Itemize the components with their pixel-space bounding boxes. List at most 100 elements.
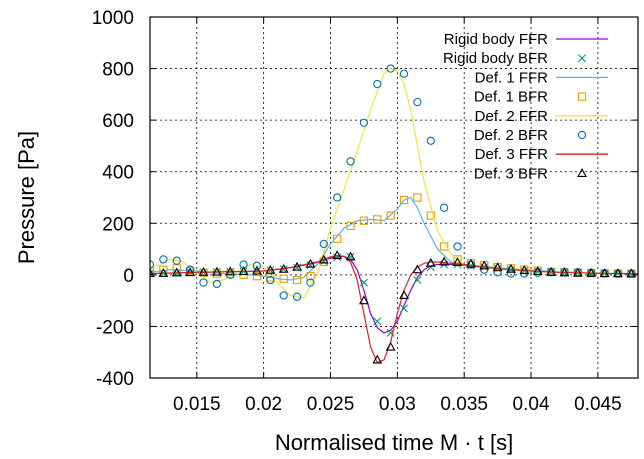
def-3-bfr-point (332, 250, 343, 260)
legend-label: Def. 1 BFR (474, 89, 548, 106)
x-tick-label: 0.015 (173, 394, 221, 415)
def-3-bfr-point (225, 266, 236, 276)
def-3-bfr-point (425, 257, 436, 267)
def-3-bfr-point (252, 265, 262, 275)
def-1-bfr-point (266, 273, 275, 282)
rigid-body-bfr-point (426, 263, 435, 272)
def-2-bfr-point (306, 278, 315, 287)
y-tick-label: 400 (102, 163, 134, 184)
def-1-bfr-point (399, 195, 409, 205)
x-axis-label: Normalised time M · t [s] (275, 430, 513, 455)
def-3-bfr-point (372, 354, 383, 364)
def-2-bfr-point (185, 265, 195, 274)
def-2-bfr-point (292, 292, 302, 301)
y-tick-label: 0 (123, 266, 134, 287)
def-3-bfr-point (211, 266, 222, 276)
def-1-bfr-point (386, 211, 395, 220)
legend-label: Def. 3 BFR (474, 165, 548, 182)
def-3-bfr-point (292, 261, 303, 271)
def-3-bfr-point (399, 290, 409, 300)
def-3-bfr-point (559, 267, 570, 277)
axis-ticks: 0.015 0.02 0.025 0.03 0.035 0.04 0.045 -400 -200… (92, 8, 638, 415)
def-3-bfr-point (158, 267, 169, 277)
def-2-bfr-point (212, 279, 221, 289)
legend-label: Rigid body FFR (444, 31, 548, 48)
legend-label: Def. 1 FFR (475, 69, 549, 86)
def-3-bfr-point (465, 258, 476, 268)
def-2-bfr-point (319, 239, 328, 249)
def-2-bfr-point (150, 260, 155, 269)
def-3-bfr-point (626, 268, 637, 278)
def-3-bfr-point (532, 266, 543, 276)
rigid-body-bfr-point (359, 278, 368, 287)
x-tick-label: 0.03 (379, 394, 416, 415)
def-3-bfr-point (546, 266, 557, 276)
def-1-bfr-point (333, 234, 342, 243)
def-3-bfr-point (599, 268, 610, 278)
x-tick-label: 0.035 (440, 394, 488, 415)
def-3-ffr-line (150, 254, 638, 364)
def-2-bfr-point (359, 118, 369, 127)
def-1-bfr-point (359, 216, 369, 225)
def-1-bfr-point (292, 275, 302, 285)
def-1-bfr-point (252, 271, 262, 281)
y-tick-label: -200 (96, 317, 134, 338)
x-tick-label: 0.045 (574, 394, 622, 415)
legend-label: Rigid body BFR (443, 50, 548, 67)
legend-label: Def. 3 FFR (475, 146, 549, 163)
def-3-bfr-point (198, 266, 209, 276)
def-3-bfr-point (506, 263, 516, 273)
legend-swatch-marker (577, 92, 587, 101)
def-2-bfr-point (399, 69, 409, 78)
def-3-bfr-point (586, 267, 597, 277)
grid (150, 17, 638, 378)
def-3-bfr-point (318, 254, 329, 264)
legend-swatch-marker (577, 168, 587, 177)
def-1-bfr-point (279, 274, 288, 283)
def-1-bfr-point (413, 193, 422, 202)
x-tick-label: 0.04 (513, 394, 550, 415)
def-2-bfr-point (172, 256, 181, 265)
def-3-bfr-point (305, 258, 316, 268)
def-3-bfr-point (492, 262, 503, 272)
def-1-bfr-point (150, 268, 155, 277)
def-3-bfr-point (613, 268, 623, 278)
def-2-bfr-point (506, 269, 516, 278)
rigid-body-bfr-point (413, 276, 422, 285)
def-3-bfr-point (412, 264, 423, 274)
def-3-bfr-point (150, 268, 155, 278)
def-2-bfr-point (333, 193, 342, 202)
def-1-bfr-point (346, 221, 355, 231)
y-tick-label: 800 (102, 60, 134, 81)
plot-frame (149, 16, 639, 379)
def-3-bfr-point (238, 266, 249, 276)
legend-label: Def. 2 FFR (475, 108, 549, 125)
def-2-bfr-point (266, 275, 275, 285)
def-2-bfr-point (373, 79, 382, 89)
def-3-bfr-point (572, 267, 583, 277)
y-axis-label: Pressure [Pa] (14, 131, 39, 264)
def-2-bfr-point (386, 64, 395, 73)
y-tick-label: 600 (102, 111, 134, 132)
def-3-bfr-point (385, 341, 396, 351)
def-3-bfr-point (265, 264, 276, 274)
def-2-bfr-point (493, 268, 502, 277)
def-3-bfr-point (452, 257, 463, 267)
def-2-ffr-line (150, 67, 638, 299)
def-3-bfr-point (519, 265, 530, 275)
def-2-bfr-point (159, 255, 168, 264)
def-2-bfr-point (346, 157, 355, 166)
y-tick-label: 200 (102, 214, 134, 235)
x-tick-label: 0.02 (245, 394, 282, 415)
rigid-body-bfr-point (373, 317, 382, 326)
def-3-bfr-point (345, 251, 356, 261)
def-1-ffr-line (150, 196, 638, 281)
x-tick-label: 0.025 (307, 394, 355, 415)
def-3-bfr-point (439, 256, 450, 266)
def-2-bfr-point (439, 203, 449, 212)
def-2-bfr-point (426, 136, 435, 145)
y-tick-label: -400 (96, 369, 134, 390)
def-2-bfr-point (199, 278, 208, 287)
legend-swatch-marker (578, 54, 586, 63)
